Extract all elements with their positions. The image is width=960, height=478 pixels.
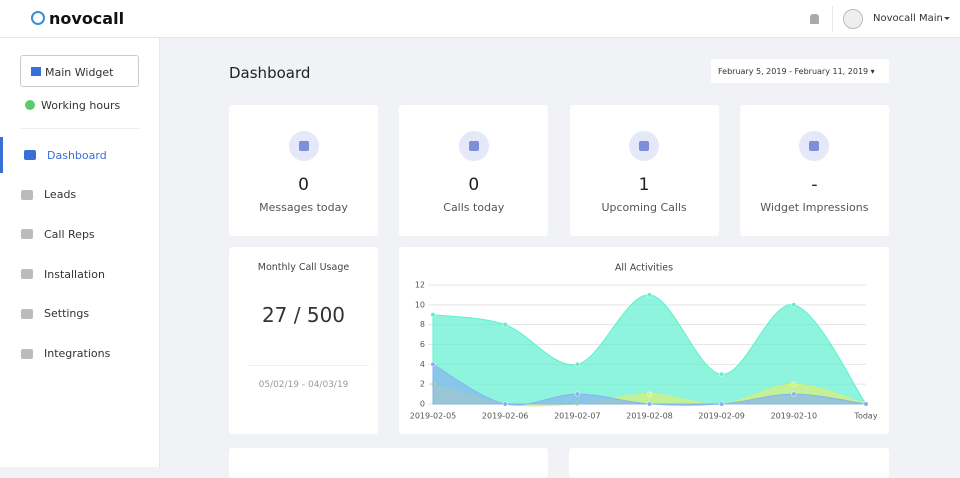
x-tick-label: 2019-02-07 [554,412,601,421]
x-tick-label: 2019-02-10 [771,412,818,421]
stat-icon [799,131,830,161]
point [430,312,436,318]
x-tick-label: 2019-02-05 [410,412,457,421]
nav-item[interactable]: Installation [0,256,159,292]
divider [249,365,369,366]
bell-icon[interactable] [810,14,819,24]
point [502,322,508,328]
stat-card: 1 Upcoming Calls [569,105,719,236]
y-tick-label: 10 [415,300,425,309]
nav-item[interactable]: Call Reps [0,216,159,252]
point [719,401,725,407]
y-tick-label: 6 [420,340,425,349]
caret [944,17,950,23]
nav-icon [21,229,33,240]
x-tick-label: 2019-02-08 [626,412,673,421]
point [791,391,797,397]
nav-icon [24,150,36,160]
avatar[interactable] [843,9,863,29]
date-range[interactable]: February 5, 2019 - February 11, 2019 ▾ [711,59,889,83]
point [574,361,580,367]
y-tick-label: 12 [415,281,425,290]
point [863,401,869,407]
stat-card: 0 Calls today [399,105,549,236]
stat-value: 1 [638,175,650,195]
chart-title: All Activities [615,263,673,274]
nav-item[interactable]: Settings [0,296,159,332]
date-range-text: February 5, 2019 - February 11, 2019 [718,67,869,76]
usage-value: 27 / 500 [261,303,346,327]
page-title: Dashboard [229,64,311,82]
nav-label: Call Reps [44,227,95,241]
chart: All Activities 0 2 4 6 8 10 12 2019-02-05 2019-0… [410,263,878,421]
status: Working hours [41,99,121,112]
area [432,294,867,405]
logo-icon [31,11,45,25]
point [430,361,436,367]
stat-icon [629,131,660,161]
usage-card: Monthly Call Usage 27 / 500 05/02/19 - 0… [229,247,378,434]
x-tick-label: 2019-02-09 [698,412,745,421]
x-tick-label: 2019-02-06 [482,412,529,421]
stat-value: 0 [468,175,480,195]
y-tick-label: 8 [420,320,425,329]
status-dot [25,100,35,110]
point [502,401,508,407]
point [719,371,725,377]
stat-label: Widget Impressions [760,201,869,214]
point [646,292,653,298]
stat-label: Calls today [443,201,505,214]
nav-label: Integrations [44,347,111,360]
point [791,302,797,308]
usage-period: 05/02/19 - 04/03/19 [258,380,349,390]
nav-item[interactable]: Leads [0,177,159,213]
card [569,448,889,478]
widget-button[interactable]: Main Widget [20,55,139,87]
brand: novocall [49,9,125,28]
stat-icon [288,131,319,161]
nav-item[interactable]: Dashboard [0,137,159,173]
divider [832,6,833,32]
user-menu[interactable]: Novocall Main [873,13,943,24]
stat-value: 0 [298,175,309,195]
point [646,401,653,407]
stat-label: Upcoming Calls [601,201,687,214]
nav-label: Leads [44,188,77,202]
divider [20,128,140,129]
nav-icon [21,189,33,200]
card [229,448,548,478]
y-tick-label: 0 [420,400,425,409]
sidebar: Main Widget Working hours Dashboard Leads… [0,38,160,467]
point [791,381,797,387]
point [646,391,653,397]
stat-card: 0 Messages today [229,105,378,236]
nav-icon [21,348,33,359]
stat-value: - [811,175,818,195]
y-tick-label: 4 [420,360,425,369]
usage-title: Monthly Call Usage [257,262,350,273]
widget-label: Main Widget [45,66,114,79]
x-tick-label: Today [853,412,877,421]
nav-label: Installation [44,267,105,281]
stat-label: Messages today [259,201,348,214]
stat-icon [458,131,489,161]
top-bar: novocall Novocall Main [0,0,960,38]
nav-icon [21,308,33,319]
stat-card: - Widget Impressions [739,105,889,236]
nav-label: Dashboard [47,148,107,162]
nav-label: Settings [44,307,90,321]
widget-icon [31,67,41,76]
nav-item[interactable]: Integrations [0,336,159,372]
y-tick-label: 2 [420,380,425,389]
nav-icon [21,269,33,280]
point [574,391,580,397]
